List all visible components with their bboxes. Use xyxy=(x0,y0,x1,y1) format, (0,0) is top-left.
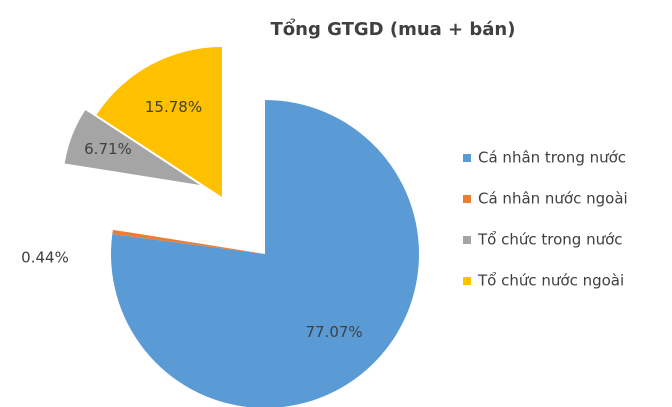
pie-slice xyxy=(111,100,419,407)
pie-slice xyxy=(112,229,265,254)
legend-swatch xyxy=(463,277,471,285)
legend-swatch xyxy=(463,236,471,244)
legend-label: Tổ chức trong nước xyxy=(477,231,623,249)
data-label: 77.07% xyxy=(305,323,362,341)
data-label: 15.78% xyxy=(145,98,202,116)
legend-label: Tổ chức nước ngoài xyxy=(477,272,624,290)
data-label: 0.44% xyxy=(21,249,69,267)
legend-label: Cá nhân nước ngoài xyxy=(478,190,628,208)
legend-swatch xyxy=(463,154,471,162)
data-label: 6.71% xyxy=(84,140,132,158)
pie-slice xyxy=(64,109,200,185)
chart-title: Tổng GTGD (mua + bán) xyxy=(271,18,516,40)
pie-slice xyxy=(96,47,222,197)
legend-label: Cá nhân trong nước xyxy=(478,149,626,167)
legend-swatch xyxy=(463,195,471,203)
